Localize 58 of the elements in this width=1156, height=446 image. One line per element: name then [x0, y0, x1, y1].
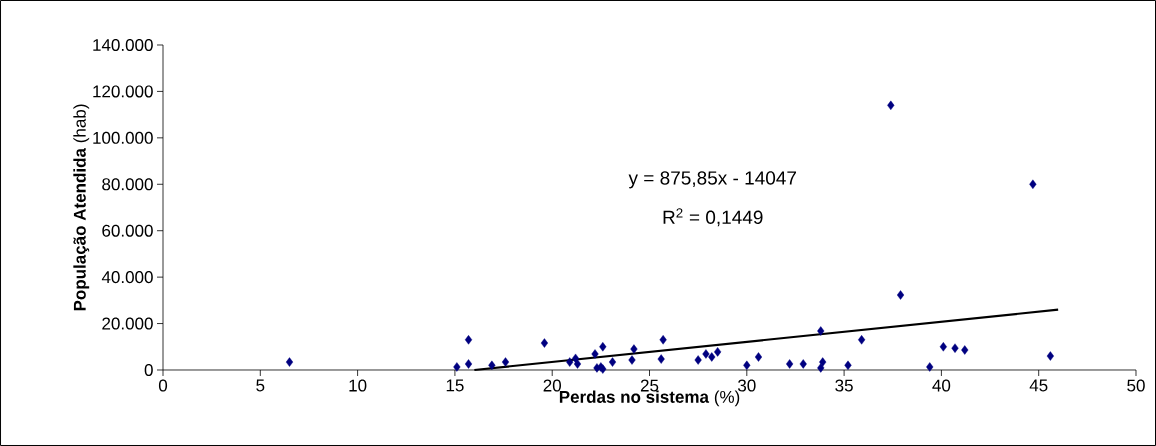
- point: [694, 355, 702, 365]
- y-tick-label: 40.000: [101, 271, 153, 284]
- x-tick-label: 50: [1127, 379, 1145, 392]
- point: [714, 347, 722, 357]
- x-tick-label: 35: [835, 379, 853, 392]
- point: [786, 359, 794, 369]
- point: [657, 354, 665, 364]
- point: [819, 357, 827, 367]
- point: [501, 357, 510, 367]
- x-tick-label: 30: [737, 379, 756, 392]
- point: [659, 335, 667, 345]
- point: [608, 357, 617, 367]
- point: [599, 342, 607, 352]
- point: [887, 100, 895, 111]
- annotation: y = 875,85x - 14047: [628, 171, 797, 189]
- point: [754, 352, 763, 362]
- point: [702, 349, 710, 359]
- point: [951, 343, 959, 353]
- point: [1046, 351, 1054, 361]
- point: [464, 335, 473, 345]
- point: [540, 338, 548, 348]
- point: [285, 357, 294, 367]
- point: [488, 360, 496, 371]
- point: [743, 360, 751, 371]
- point: [858, 335, 866, 345]
- x-tick-label: 5: [256, 379, 265, 392]
- x-tick-label: 15: [446, 379, 464, 392]
- point: [799, 359, 807, 369]
- point: [817, 326, 825, 336]
- y-tick-label: 0: [144, 363, 153, 377]
- point: [896, 290, 905, 300]
- point: [630, 344, 638, 354]
- point: [961, 345, 969, 355]
- x-tick-label: 25: [640, 379, 659, 392]
- y-tick-label: 100.000: [93, 131, 153, 144]
- x-tick-label: 40: [932, 379, 951, 392]
- point: [591, 349, 599, 359]
- annotation: R$^{2}$ = 0,1449: [663, 208, 763, 227]
- point: [453, 362, 461, 372]
- y-tick-label: 140.000: [93, 38, 153, 52]
- point: [628, 355, 636, 365]
- point: [1029, 179, 1037, 189]
- x-tick-label: 20: [543, 379, 561, 392]
- x-tick-label: 0: [158, 379, 168, 392]
- point: [926, 362, 934, 372]
- y-tick-label: 120.000: [93, 85, 153, 98]
- x-tick-label: 45: [1029, 379, 1048, 392]
- y-tick-label: 80.000: [102, 178, 153, 191]
- y-axis-title: População Atendida (hab): [73, 104, 90, 311]
- x-tick-label: 10: [349, 379, 367, 392]
- y-tick-label: 20.000: [102, 317, 153, 330]
- point: [464, 359, 473, 369]
- y-tick-label: 60.000: [102, 224, 153, 237]
- point: [573, 359, 582, 369]
- point: [844, 360, 852, 371]
- point: [708, 352, 716, 362]
- point: [566, 357, 574, 367]
- point: [939, 342, 947, 352]
